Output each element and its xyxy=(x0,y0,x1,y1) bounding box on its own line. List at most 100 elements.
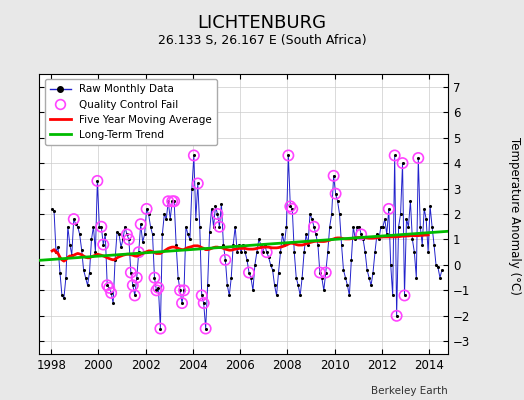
Point xyxy=(190,152,198,159)
Point xyxy=(310,224,318,230)
Point xyxy=(48,206,56,212)
Point xyxy=(294,282,302,288)
Point xyxy=(290,249,299,255)
Point xyxy=(75,231,84,238)
Point xyxy=(223,282,232,288)
Point xyxy=(359,236,367,243)
Point xyxy=(241,249,249,255)
Point xyxy=(203,282,212,288)
Point xyxy=(152,287,161,294)
Point xyxy=(103,282,112,288)
Point xyxy=(420,206,429,212)
Point xyxy=(135,249,143,255)
Point xyxy=(328,211,336,217)
Legend: Raw Monthly Data, Quality Control Fail, Five Year Moving Average, Long-Term Tren: Raw Monthly Data, Quality Control Fail, … xyxy=(45,79,217,145)
Point xyxy=(263,249,271,255)
Point xyxy=(438,267,446,273)
Point xyxy=(331,190,340,197)
Point xyxy=(170,198,178,204)
Point xyxy=(404,224,412,230)
Point xyxy=(97,224,105,230)
Point xyxy=(428,224,436,230)
Point xyxy=(156,325,165,332)
Point xyxy=(270,282,279,288)
Point xyxy=(331,190,340,197)
Point xyxy=(180,287,188,294)
Point xyxy=(105,285,113,291)
Point xyxy=(355,224,364,230)
Point xyxy=(383,231,391,238)
Point xyxy=(63,224,72,230)
Point xyxy=(154,285,162,291)
Point xyxy=(377,224,385,230)
Point xyxy=(62,274,70,281)
Point xyxy=(296,292,304,299)
Point xyxy=(416,224,424,230)
Point xyxy=(275,269,283,276)
Point xyxy=(208,206,216,212)
Point xyxy=(91,249,100,255)
Point xyxy=(229,241,237,248)
Point xyxy=(385,206,393,212)
Point xyxy=(243,257,251,263)
Point xyxy=(250,262,259,268)
Point xyxy=(168,198,177,204)
Point xyxy=(322,269,330,276)
Point xyxy=(164,198,172,204)
Point xyxy=(255,236,263,243)
Point xyxy=(406,198,414,204)
Point xyxy=(390,152,399,159)
Point xyxy=(233,249,242,255)
Point xyxy=(312,231,320,238)
Point xyxy=(398,160,407,166)
Point xyxy=(50,208,58,215)
Point xyxy=(117,244,125,250)
Point xyxy=(66,241,74,248)
Point xyxy=(380,216,389,222)
Text: Berkeley Earth: Berkeley Earth xyxy=(372,386,448,396)
Point xyxy=(99,241,107,248)
Point xyxy=(138,239,147,245)
Point xyxy=(304,241,312,248)
Point xyxy=(150,274,159,281)
Point xyxy=(333,198,342,204)
Point xyxy=(127,269,135,276)
Point xyxy=(330,173,338,179)
Point xyxy=(245,269,253,276)
Point xyxy=(392,313,401,319)
Point xyxy=(103,282,112,288)
Point xyxy=(105,285,113,291)
Point xyxy=(280,241,289,248)
Point xyxy=(392,313,401,319)
Point xyxy=(119,236,127,243)
Point xyxy=(387,262,395,268)
Point xyxy=(135,249,143,255)
Point xyxy=(115,231,123,238)
Point xyxy=(345,292,354,299)
Point xyxy=(78,246,86,253)
Point xyxy=(288,206,297,212)
Point xyxy=(143,206,151,212)
Text: 26.133 S, 26.167 E (South Africa): 26.133 S, 26.167 E (South Africa) xyxy=(158,34,366,47)
Point xyxy=(375,236,383,243)
Point xyxy=(95,224,104,230)
Point xyxy=(97,224,105,230)
Point xyxy=(363,267,372,273)
Point xyxy=(162,216,170,222)
Point xyxy=(127,269,135,276)
Point xyxy=(284,152,292,159)
Point xyxy=(93,178,102,184)
Point xyxy=(154,285,162,291)
Point xyxy=(123,231,131,238)
Point xyxy=(257,241,265,248)
Point xyxy=(315,269,324,276)
Point xyxy=(184,231,192,238)
Point xyxy=(314,241,322,248)
Point xyxy=(170,198,178,204)
Point xyxy=(211,203,220,210)
Point xyxy=(306,211,314,217)
Point xyxy=(101,231,110,238)
Point xyxy=(235,241,243,248)
Point xyxy=(335,211,344,217)
Point xyxy=(379,224,387,230)
